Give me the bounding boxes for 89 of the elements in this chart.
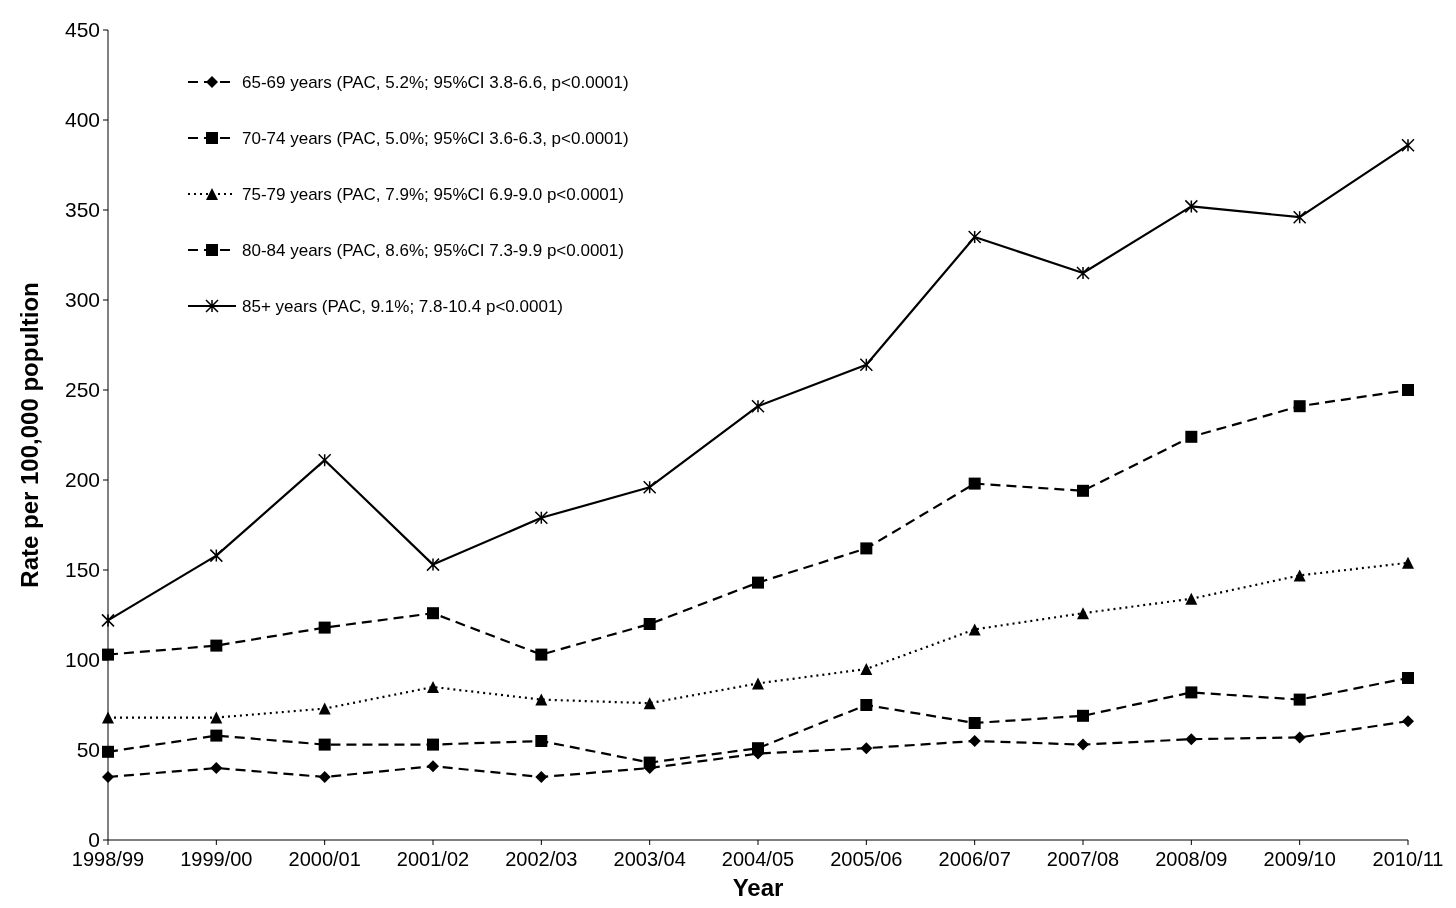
point — [427, 681, 439, 693]
point — [1402, 384, 1414, 396]
point — [642, 480, 657, 494]
x-tick-label: 2000/01 — [288, 848, 361, 870]
point — [1185, 686, 1198, 699]
y-tick-label: 350 — [64, 198, 100, 222]
point — [318, 621, 331, 634]
x-tick-label: 1999/00 — [180, 848, 253, 870]
point — [317, 453, 332, 467]
point — [210, 711, 223, 724]
y-tick-label: 400 — [64, 108, 100, 132]
y-tick-label: 150 — [64, 558, 100, 582]
point — [101, 613, 115, 628]
point — [535, 648, 548, 661]
point — [860, 663, 873, 675]
point — [102, 771, 114, 783]
point — [1401, 138, 1415, 152]
x-tick-label: 2008/09 — [1155, 848, 1228, 870]
point — [860, 542, 873, 555]
point — [860, 742, 873, 755]
point — [535, 735, 548, 747]
point — [534, 511, 549, 525]
point — [1077, 738, 1089, 751]
y-tick-label: 450 — [64, 18, 100, 42]
point — [968, 623, 981, 636]
point — [1293, 731, 1306, 744]
point — [210, 729, 223, 742]
x-axis-title: Year — [732, 874, 784, 901]
point — [535, 693, 548, 706]
x-tick-label: 2006/07 — [938, 848, 1011, 870]
point — [102, 648, 114, 661]
point — [643, 618, 656, 630]
point — [427, 760, 439, 773]
point — [968, 735, 981, 747]
x-tick-label: 2009/10 — [1263, 848, 1336, 870]
point — [643, 697, 656, 710]
point — [1077, 484, 1089, 497]
point — [1077, 607, 1089, 620]
point — [752, 677, 764, 690]
x-tick-label: 2010/11 — [1372, 848, 1444, 870]
point — [318, 702, 331, 715]
x-tick-label: 2003/04 — [613, 848, 686, 870]
point — [1402, 715, 1414, 728]
x-tick-label: 2004/05 — [721, 848, 795, 870]
point — [1402, 672, 1414, 684]
point — [860, 699, 873, 711]
y-tick-label: 200 — [64, 468, 100, 492]
legend-label: 65-69 years (PAC, 5.2%; 95%CI 3.8-6.6, p<0.0001) — [242, 72, 629, 92]
point — [1184, 199, 1199, 214]
point — [1077, 709, 1089, 722]
y-tick-label: 50 — [76, 738, 100, 762]
point — [427, 738, 439, 751]
point — [859, 358, 874, 372]
point — [1185, 733, 1198, 746]
point — [1076, 266, 1090, 280]
point — [535, 771, 548, 783]
point — [1402, 556, 1414, 569]
point — [318, 738, 331, 751]
point — [1185, 592, 1198, 605]
legend-label: 85+ years (PAC, 9.1%; 7.8-10.4 p<0.0001) — [242, 296, 563, 316]
point — [209, 548, 224, 563]
point — [968, 717, 981, 729]
point — [102, 745, 114, 758]
point — [318, 771, 331, 783]
point — [751, 399, 765, 413]
legend-label: 80-84 years (PAC, 8.6%; 95%CI 7.3-9.9 p<0.0001) — [242, 240, 624, 260]
y-tick-label: 300 — [64, 288, 100, 312]
point — [967, 230, 982, 244]
point — [1292, 210, 1307, 224]
point — [1185, 430, 1198, 443]
x-tick-label: 2005/06 — [830, 848, 903, 870]
point — [426, 557, 440, 572]
point — [1293, 569, 1306, 582]
point — [1293, 693, 1306, 706]
point — [210, 762, 223, 774]
x-tick-label: 2001/02 — [396, 848, 470, 870]
point — [752, 576, 764, 589]
legend-label: 75-79 years (PAC, 7.9%; 95%CI 6.9-9.0 p<0.0001) — [242, 184, 624, 204]
x-tick-label: 2002/03 — [505, 848, 578, 870]
legend-label: 70-74 years (PAC, 5.0%; 95%CI 3.6-6.3, p<0.0001) — [242, 128, 629, 148]
point — [968, 477, 981, 490]
point — [210, 639, 223, 652]
point — [427, 607, 439, 620]
y-tick-label: 250 — [64, 378, 100, 402]
point — [1293, 400, 1306, 413]
y-axis-title: Rate per 100,000 popultion — [16, 282, 43, 588]
x-tick-label: 2007/08 — [1046, 848, 1120, 870]
y-tick-label: 100 — [64, 648, 100, 672]
point — [102, 711, 114, 724]
